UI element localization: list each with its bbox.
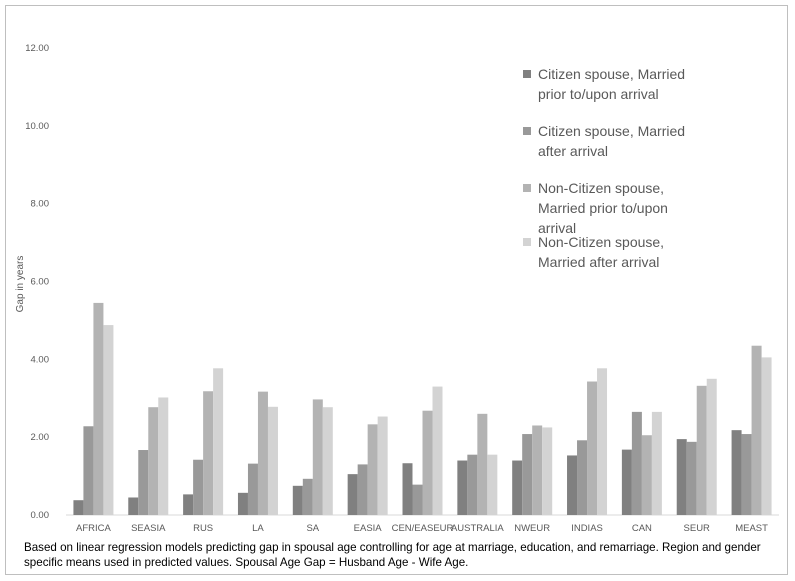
bar (302, 478, 313, 515)
bar (686, 441, 697, 515)
legend: Citizen spouse, Married prior to/upon arr… (523, 66, 685, 270)
bar (73, 500, 84, 515)
x-tick-label: AFRICA (76, 523, 112, 534)
y-axis-label: Gap in years (15, 256, 26, 313)
legend-swatch (523, 70, 531, 78)
bar (651, 411, 662, 515)
bar (432, 386, 443, 515)
bar (347, 474, 358, 515)
bar (193, 459, 204, 515)
legend-label: Married after arrival (538, 254, 659, 270)
x-tick-label: SA (306, 523, 319, 534)
y-tick-label: 12.00 (25, 43, 49, 54)
bar (731, 430, 742, 515)
bar (676, 439, 687, 515)
x-tick-label: LA (252, 523, 264, 534)
bar (631, 411, 642, 515)
bar (587, 381, 598, 515)
x-tick-label: AUSTRALIA (451, 523, 504, 534)
y-tick-label: 0.00 (31, 510, 50, 521)
x-tick-label: CEN/EASEUR (392, 523, 454, 534)
legend-label: Citizen spouse, Married (538, 66, 685, 82)
y-tick-label: 8.00 (31, 199, 50, 210)
bar (247, 463, 258, 515)
bar (128, 497, 139, 515)
bar (422, 410, 433, 515)
bar (457, 460, 468, 515)
bar (412, 484, 423, 515)
bar (257, 391, 268, 515)
legend-swatch (523, 238, 531, 246)
bar (148, 407, 159, 515)
bar (532, 425, 543, 515)
y-tick-label: 10.00 (25, 121, 49, 132)
y-tick-label: 2.00 (31, 432, 50, 443)
bar (377, 416, 388, 515)
legend-label: Non-Citizen spouse, (538, 234, 664, 250)
bar (103, 325, 114, 515)
bar (237, 492, 248, 515)
bar (567, 455, 578, 515)
bar (203, 391, 214, 515)
legend-label: arrival (538, 220, 576, 236)
x-tick-label: INDIAS (571, 523, 603, 534)
bar (542, 427, 553, 515)
bar (312, 399, 323, 515)
bar (158, 397, 169, 515)
x-tick-label: CAN (632, 523, 652, 534)
bar (522, 434, 533, 515)
bar (741, 434, 752, 515)
chart-frame: Gap in years 0.00 2.00 4.00 6.00 8.00 10.00 12… (5, 5, 788, 575)
bar (696, 385, 707, 515)
x-tick-label: MEAST (735, 523, 768, 534)
bar (93, 302, 104, 515)
bar (706, 378, 717, 515)
bar (467, 454, 478, 515)
bar (761, 357, 772, 515)
legend-label: Non-Citizen spouse, (538, 180, 664, 196)
bar (487, 454, 498, 515)
x-tick-label: SEASIA (131, 523, 166, 534)
bar (267, 406, 278, 515)
bar (357, 464, 368, 515)
legend-swatch (523, 127, 531, 135)
bar (138, 450, 149, 515)
legend-label: Married prior to/upon (538, 200, 668, 216)
y-axis-ticks: 0.00 2.00 4.00 6.00 8.00 10.00 12.00 (25, 43, 49, 521)
legend-label: prior to/upon arrival (538, 86, 659, 102)
bar (577, 440, 588, 515)
category-labels: AFRICA SEASIA RUS LA SA EASIA CEN/EASEURAUSTRA… (76, 523, 768, 534)
bar (402, 463, 413, 515)
bar (512, 460, 523, 515)
chart-caption: Based on linear regression models predic… (24, 541, 761, 569)
bar (292, 485, 303, 515)
bar (367, 424, 378, 515)
bar-chart: Gap in years 0.00 2.00 4.00 6.00 8.00 10.00 12… (15, 43, 779, 534)
bar (621, 449, 632, 515)
y-tick-label: 4.00 (31, 354, 50, 365)
bar (322, 407, 333, 515)
x-tick-label: EASIA (354, 523, 383, 534)
legend-swatch (523, 184, 531, 192)
x-tick-label: SEUR (684, 523, 711, 534)
bar (641, 435, 652, 515)
y-tick-label: 6.00 (31, 277, 50, 288)
bar (183, 494, 194, 515)
bar (477, 413, 488, 515)
x-tick-label: NWEUR (514, 523, 550, 534)
bar (83, 426, 94, 515)
legend-label: after arrival (538, 143, 608, 159)
legend-label: Citizen spouse, Married (538, 123, 685, 139)
bar (597, 368, 608, 515)
bar-series (73, 302, 772, 515)
x-tick-label: RUS (193, 523, 213, 534)
bar (213, 368, 224, 515)
bar (751, 345, 762, 515)
